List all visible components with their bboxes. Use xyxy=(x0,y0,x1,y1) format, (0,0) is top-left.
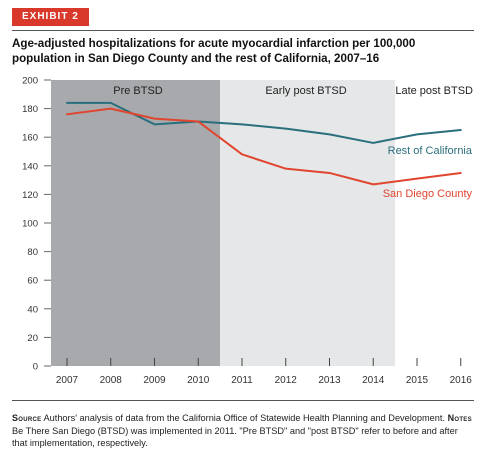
period-band xyxy=(220,80,396,366)
y-tick-label: 160 xyxy=(22,133,38,144)
y-tick-label: 20 xyxy=(27,333,38,344)
series-label: San Diego County xyxy=(383,188,473,200)
notes-text: Be There San Diego (BTSD) was implemente… xyxy=(12,425,458,449)
x-tick-label: 2016 xyxy=(450,375,473,386)
period-band xyxy=(395,80,475,366)
y-tick-label: 80 xyxy=(27,247,38,258)
line-chart: Pre BTSD Early post BTSD Late post BTSD 0 20… xyxy=(22,76,475,386)
chart-title: Age-adjusted hospitalizations for acute … xyxy=(12,37,416,65)
bottom-divider xyxy=(12,400,474,401)
x-tick-label: 2007 xyxy=(56,375,79,386)
period-label: Early post BTSD xyxy=(265,85,346,97)
x-tick-label: 2012 xyxy=(275,375,298,386)
source-label: Source xyxy=(12,413,42,423)
period-band xyxy=(51,80,221,366)
series-line xyxy=(66,107,462,186)
x-tick-label: 2009 xyxy=(143,375,166,386)
y-tick-label: 120 xyxy=(22,190,38,201)
y-tick-label: 180 xyxy=(22,104,38,115)
x-tick-label: 2010 xyxy=(187,375,210,386)
x-tick-label: 2014 xyxy=(362,375,385,386)
y-tick-label: 40 xyxy=(27,304,38,315)
exhibit-badge: EXHIBIT 2 xyxy=(12,8,89,26)
top-divider xyxy=(12,30,474,31)
x-tick-label: 2011 xyxy=(231,375,253,386)
x-tick-label: 2013 xyxy=(318,375,341,386)
notes-label: Notes xyxy=(447,413,472,423)
period-label: Late post BTSD xyxy=(395,85,473,97)
period-label: Pre BTSD xyxy=(113,85,163,97)
footnote: Source Authors' analysis of data from th… xyxy=(12,412,474,450)
x-tick-label: 2008 xyxy=(100,375,123,386)
series-label: Rest of California xyxy=(388,145,473,157)
y-tick-label: 200 xyxy=(22,76,38,87)
y-tick-label: 0 xyxy=(33,362,38,373)
y-tick-label: 140 xyxy=(22,161,38,172)
x-tick-label: 2015 xyxy=(406,375,429,386)
source-text: Authors' analysis of data from the Calif… xyxy=(43,413,445,423)
y-tick-label: 100 xyxy=(22,219,38,230)
y-tick-label: 60 xyxy=(27,276,38,287)
